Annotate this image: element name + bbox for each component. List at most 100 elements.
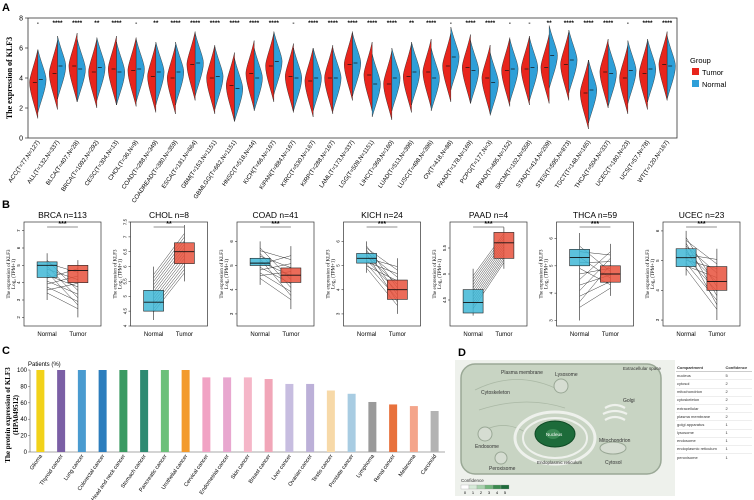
significance-mark: ****	[347, 20, 358, 27]
table-header-confidence: Confidence	[724, 364, 752, 373]
plot-title: KICH n=24	[361, 210, 403, 220]
table-row: endoplasmic reticulum 1	[676, 444, 752, 454]
violin-normal	[489, 52, 499, 116]
bar	[389, 404, 398, 452]
y-tick-label: 5	[16, 264, 21, 267]
x-tick-label: Tumor	[495, 332, 512, 338]
confidence-cell: 5	[724, 371, 752, 380]
label-peroxisome: Peroxisome	[489, 466, 516, 472]
bar	[140, 370, 149, 452]
box-tumor	[174, 242, 195, 264]
x-tick-label: TGCT(T=148,N=165)	[555, 140, 593, 190]
x-tick-label: LUAD(T=513,N=396)	[378, 140, 415, 190]
bar	[347, 393, 356, 452]
x-tick-label: Skin cancer	[230, 454, 251, 481]
violin-tumor	[127, 37, 137, 107]
x-tick-label: Lymphoma	[356, 453, 377, 479]
violin-normal	[568, 29, 578, 94]
violin-normal	[96, 37, 106, 101]
y-tick-label: 4	[549, 291, 554, 294]
violin-tumor	[540, 34, 550, 104]
violin-normal	[214, 46, 224, 110]
confidence-cell: 1	[724, 428, 752, 438]
y-tick-label: 6	[16, 246, 21, 249]
panel-a-violins	[29, 25, 676, 130]
label-mitochondrion: Mitochondrion	[599, 438, 631, 444]
y-tick-label: 0	[19, 136, 23, 143]
violin-normal	[470, 40, 479, 104]
box-normal	[143, 290, 164, 312]
confidence-swatch	[484, 484, 494, 490]
y-tick-label: 6.5	[123, 248, 128, 255]
significance-mark: -	[627, 20, 629, 27]
significance-mark: ****	[328, 20, 339, 27]
panel-a-significance: - **** **** ** **** - ** **** **** **** **** **** **…	[37, 20, 673, 27]
violin-tumor	[422, 38, 432, 109]
x-tick-label: Melanoma	[398, 453, 418, 478]
x-tick-label: Tumor	[176, 332, 193, 338]
significance-mark: -	[450, 20, 452, 27]
plot-title: COAD n=41	[252, 210, 298, 220]
violin-tumor	[639, 40, 648, 110]
legend-tumor-swatch	[692, 68, 699, 75]
x-tick-label: Normal	[570, 332, 589, 338]
panel-label-a: A	[2, 2, 10, 14]
y-axis-label-unit: Log₂ (TPM+1)	[225, 259, 230, 289]
violin-normal	[175, 41, 184, 106]
compartment-cell: plasma membrane	[676, 412, 725, 421]
violin-tumor	[49, 40, 58, 110]
plot-title: UCEC n=23	[679, 210, 725, 220]
plot-frame	[556, 221, 634, 327]
box-normal	[249, 257, 271, 266]
pair-line	[579, 281, 611, 297]
bar	[368, 401, 377, 452]
table-row: cytoskeleton 2	[676, 395, 752, 405]
y-tick-label: 4.5	[442, 296, 447, 303]
legend-title: Group	[690, 56, 711, 65]
panel-d-label-svg: D	[458, 347, 466, 359]
violin-tumor	[285, 43, 294, 113]
plot-title: PAAD n=4	[469, 210, 509, 220]
paired-boxplot: COAD n=41 3 4 5 6 The expression of KLF3 Log₂ …	[220, 210, 315, 338]
paired-boxplot: UCEC n=23 3 4 5 6 The expression of KLF3 Log₂ …	[646, 210, 741, 338]
violin-normal	[234, 58, 243, 122]
pair-line	[47, 280, 78, 295]
violin-normal	[450, 26, 460, 91]
table-row: plasma membrane 2	[676, 412, 752, 421]
bar	[36, 370, 45, 452]
compartment-table: Compartment Confidence nucleus 5 cytosol 2 m…	[676, 364, 752, 462]
x-tick-label: Tumor	[389, 332, 406, 338]
compartment-cell: cytosol	[676, 379, 725, 389]
x-tick-label: Tumor	[602, 332, 619, 338]
violin-normal	[155, 41, 165, 106]
bar	[181, 370, 190, 452]
table-row: peroxisome 1	[676, 453, 752, 462]
x-tick-label: Breast cancer	[248, 454, 272, 485]
y-tick-label: 5	[442, 272, 447, 275]
nucleolus-shape	[546, 429, 560, 439]
y-tick-label: 20	[20, 434, 27, 440]
x-tick-label: STAD(T=414,N=209)	[516, 140, 553, 190]
table-row: mitochondrion 2	[676, 387, 752, 397]
y-tick-label: 5	[229, 264, 234, 267]
y-tick-label: 80	[20, 384, 27, 390]
y-axis-label: The expression of KLF3	[7, 249, 12, 299]
pair-line	[366, 247, 398, 271]
y-axis-label-unit: Log₂ (TPM+1)	[545, 259, 550, 289]
compartment-cell: mitochondrion	[676, 387, 725, 397]
y-axis-label: The expression of KLF3	[433, 249, 438, 299]
x-tick-label: Normal	[250, 332, 269, 338]
paired-boxplot: PAAD n=4 4.5 5 5.5 The expression of KLF3 Log…	[433, 210, 528, 338]
violin-tumor	[324, 44, 334, 115]
significance-mark: ***	[591, 221, 599, 228]
er-shape	[513, 410, 597, 466]
bar	[306, 383, 315, 452]
x-tick-label: BRCA(T=1092,N=292)	[61, 140, 101, 193]
violin-normal	[588, 59, 597, 124]
pair-line	[153, 233, 185, 275]
panel-a-legend: Group Tumor Normal	[690, 56, 727, 89]
panel-a-ylabel: The expression of KLF3	[5, 37, 14, 119]
label-nucleus: Nucleus	[546, 432, 563, 437]
